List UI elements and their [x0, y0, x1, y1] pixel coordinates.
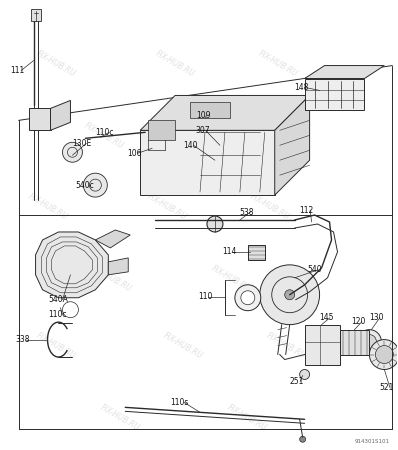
- Circle shape: [260, 265, 320, 324]
- Polygon shape: [304, 78, 365, 110]
- Text: FIX-HUB.RU: FIX-HUB.RU: [98, 403, 141, 432]
- Text: 110s: 110s: [170, 398, 189, 407]
- Text: FIX-HUB.RU: FIX-HUB.RU: [209, 264, 252, 294]
- Text: FIX-HUB.RU: FIX-HUB.RU: [91, 264, 133, 294]
- Text: 130: 130: [369, 313, 384, 322]
- Text: FIX-HUB.RU: FIX-HUB.RU: [27, 192, 70, 222]
- Text: 112: 112: [300, 206, 314, 215]
- Polygon shape: [248, 245, 265, 260]
- Circle shape: [357, 330, 381, 354]
- Text: 538: 538: [240, 207, 254, 216]
- Polygon shape: [29, 108, 51, 130]
- Polygon shape: [140, 95, 310, 130]
- Polygon shape: [108, 258, 128, 275]
- Text: 914301S101: 914301S101: [354, 439, 389, 444]
- Text: FIX-HUB.RU: FIX-HUB.RU: [257, 49, 300, 78]
- Text: FIX-HUB.RU: FIX-HUB.RU: [162, 331, 204, 361]
- Circle shape: [300, 436, 306, 442]
- Circle shape: [375, 346, 393, 364]
- Polygon shape: [275, 95, 310, 195]
- Text: FIX-HUB.RU: FIX-HUB.RU: [146, 192, 189, 222]
- Text: 251: 251: [290, 377, 304, 386]
- Polygon shape: [35, 232, 108, 298]
- Polygon shape: [339, 330, 369, 355]
- Text: FIX-HUB.RU: FIX-HUB.RU: [202, 121, 244, 150]
- Text: FIX-HUB.RU: FIX-HUB.RU: [35, 331, 78, 361]
- Text: FIX-HUB.RU: FIX-HUB.RU: [83, 121, 125, 150]
- Text: 307: 307: [195, 126, 210, 135]
- Text: FIX-HUB.RU: FIX-HUB.RU: [265, 331, 307, 361]
- Text: 114: 114: [222, 248, 236, 256]
- Circle shape: [241, 291, 255, 305]
- Circle shape: [235, 285, 261, 310]
- Text: FIX-HUB.RU: FIX-HUB.RU: [35, 49, 78, 78]
- Polygon shape: [190, 103, 230, 118]
- Polygon shape: [96, 230, 130, 248]
- Text: 140: 140: [183, 141, 197, 150]
- Text: 540c: 540c: [76, 180, 94, 189]
- Text: 111: 111: [11, 66, 25, 75]
- Text: 145: 145: [320, 313, 334, 322]
- Circle shape: [369, 340, 398, 369]
- Text: 110: 110: [198, 292, 213, 301]
- Text: FIX-HUB.RU: FIX-HUB.RU: [225, 403, 268, 432]
- Circle shape: [300, 369, 310, 379]
- Circle shape: [84, 173, 107, 197]
- Polygon shape: [140, 130, 275, 195]
- Polygon shape: [148, 120, 175, 140]
- Circle shape: [207, 216, 223, 232]
- Circle shape: [285, 290, 295, 300]
- Circle shape: [363, 335, 377, 349]
- Text: 148: 148: [295, 83, 309, 92]
- Text: 120: 120: [351, 317, 366, 326]
- Polygon shape: [304, 324, 339, 364]
- Polygon shape: [51, 100, 70, 130]
- Text: 540A: 540A: [49, 295, 68, 304]
- Text: 130E: 130E: [72, 139, 92, 148]
- Text: FIX-HUB.RU: FIX-HUB.RU: [249, 192, 292, 222]
- Text: 109: 109: [196, 111, 211, 120]
- Text: 540: 540: [308, 266, 322, 274]
- Circle shape: [62, 142, 82, 162]
- Text: 110c: 110c: [96, 128, 114, 137]
- Polygon shape: [304, 66, 384, 78]
- Text: 521: 521: [379, 383, 394, 392]
- Text: 338: 338: [16, 335, 30, 344]
- Text: 106: 106: [127, 149, 142, 158]
- Text: FIX-HUB.RU: FIX-HUB.RU: [154, 49, 196, 78]
- Polygon shape: [31, 9, 41, 21]
- Text: 110c: 110c: [49, 310, 67, 319]
